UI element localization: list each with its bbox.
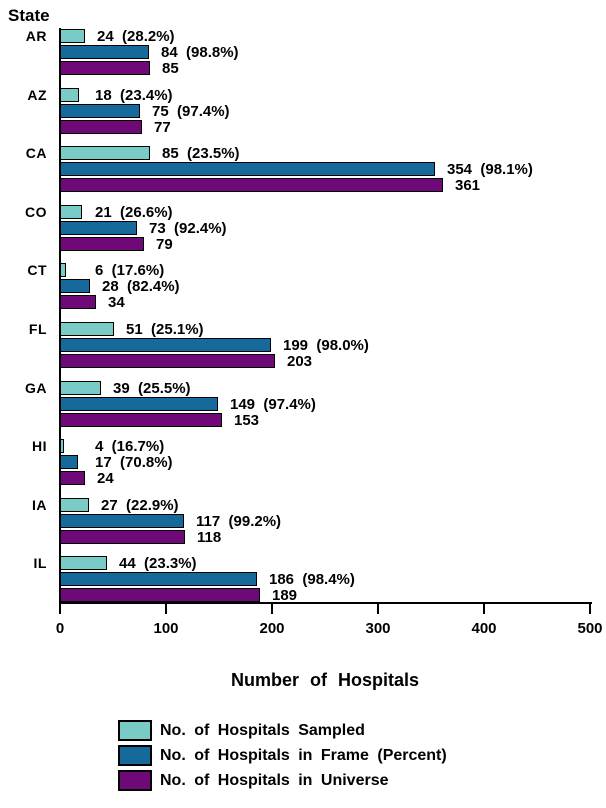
legend-item-sampled: No. of Hospitals Sampled [118,718,447,743]
bar-value-label: 118 [197,529,222,546]
bar-universe [60,61,150,75]
state-label: GA [25,380,47,396]
bar-universe [60,354,275,368]
bar-frame [60,162,435,176]
legend-swatch-universe [118,770,152,791]
bar-universe [60,530,185,544]
x-tick [271,604,273,614]
state-label: AR [25,28,47,44]
bar-value-label: 4 (16.7%) [95,438,165,455]
x-tick-label: 400 [471,620,497,637]
bar-value-label: 73 (92.4%) [149,220,227,237]
bar-value-label: 149 (97.4%) [230,396,316,413]
legend: No. of Hospitals Sampled No. of Hospitals… [118,718,447,793]
bar-value-label: 186 (98.4%) [269,571,355,588]
legend-label: No. of Hospitals in Frame (Percent) [160,746,447,764]
bar-value-label: 79 [156,236,173,253]
bar-frame [60,514,184,528]
state-label: CA [25,145,47,161]
bar-sampled [60,556,107,570]
bar-value-label: 24 (28.2%) [97,28,175,45]
bar-value-label: 44 (23.3%) [119,555,197,572]
bar-value-label: 75 (97.4%) [152,103,230,120]
bar-universe [60,237,144,251]
state-label: IL [33,555,47,571]
y-axis-line [59,28,61,604]
bar-frame [60,221,137,235]
bar-value-label: 84 (98.8%) [161,44,239,61]
x-tick-label: 500 [577,620,603,637]
legend-item-frame: No. of Hospitals in Frame (Percent) [118,743,447,768]
bar-frame [60,397,218,411]
bar-frame [60,572,257,586]
bar-value-label: 51 (25.1%) [126,321,204,338]
bar-sampled [60,322,114,336]
bar-universe [60,178,443,192]
bar-value-label: 6 (17.6%) [95,262,165,279]
bar-value-label: 199 (98.0%) [283,337,369,354]
x-tick [483,604,485,614]
legend-swatch-sampled [118,720,152,741]
bar-sampled [60,381,101,395]
state-label: HI [32,438,47,454]
bar-frame [60,338,271,352]
bar-sampled [60,88,79,102]
bar-value-label: 21 (26.6%) [95,204,173,221]
bar-universe [60,588,260,602]
bar-value-label: 153 [234,412,260,429]
bar-value-label: 28 (82.4%) [102,278,180,295]
bar-sampled [60,498,89,512]
bar-value-label: 24 [97,470,114,487]
bar-value-label: 203 [287,353,313,370]
bar-frame [60,104,140,118]
x-tick [165,604,167,614]
x-tick-label: 200 [259,620,285,637]
state-label: CO [25,204,47,220]
legend-label: No. of Hospitals in Universe [160,771,389,789]
bar-value-label: 39 (25.5%) [113,380,191,397]
x-tick [377,604,379,614]
bar-sampled [60,205,82,219]
bar-value-label: 27 (22.9%) [101,497,179,514]
x-axis-label: Number of Hospitals [230,670,420,690]
bar-value-label: 85 [162,60,179,77]
x-tick-label: 300 [365,620,391,637]
state-label: FL [28,321,47,337]
bar-universe [60,295,96,309]
x-tick [59,604,61,614]
bar-frame [60,279,90,293]
y-axis-title: State [8,6,50,25]
bar-value-label: 189 [272,587,298,604]
bar-value-label: 117 (99.2%) [196,513,282,530]
x-tick-label: 100 [153,620,179,637]
bar-frame [60,45,149,59]
bar-universe [60,471,85,485]
bar-value-label: 34 [108,294,125,311]
x-tick-label: 0 [55,620,65,637]
bar-sampled [60,29,85,43]
bar-frame [60,455,78,469]
x-axis-line [59,602,592,604]
legend-swatch-frame [118,745,152,766]
bar-value-label: 85 (23.5%) [162,145,240,162]
state-label: IA [32,497,47,513]
legend-item-universe: No. of Hospitals in Universe [118,768,447,793]
bar-value-label: 77 [154,119,171,136]
legend-label: No. of Hospitals Sampled [160,721,365,739]
bar-value-label: 354 (98.1%) [447,161,533,178]
bar-value-label: 361 [455,177,481,194]
bar-universe [60,413,222,427]
state-label: AZ [27,87,47,103]
x-tick [589,604,591,614]
bar-value-label: 18 (23.4%) [95,87,173,104]
state-label: CT [27,262,47,278]
bar-universe [60,120,142,134]
bar-sampled [60,146,150,160]
bar-value-label: 17 (70.8%) [95,454,173,471]
